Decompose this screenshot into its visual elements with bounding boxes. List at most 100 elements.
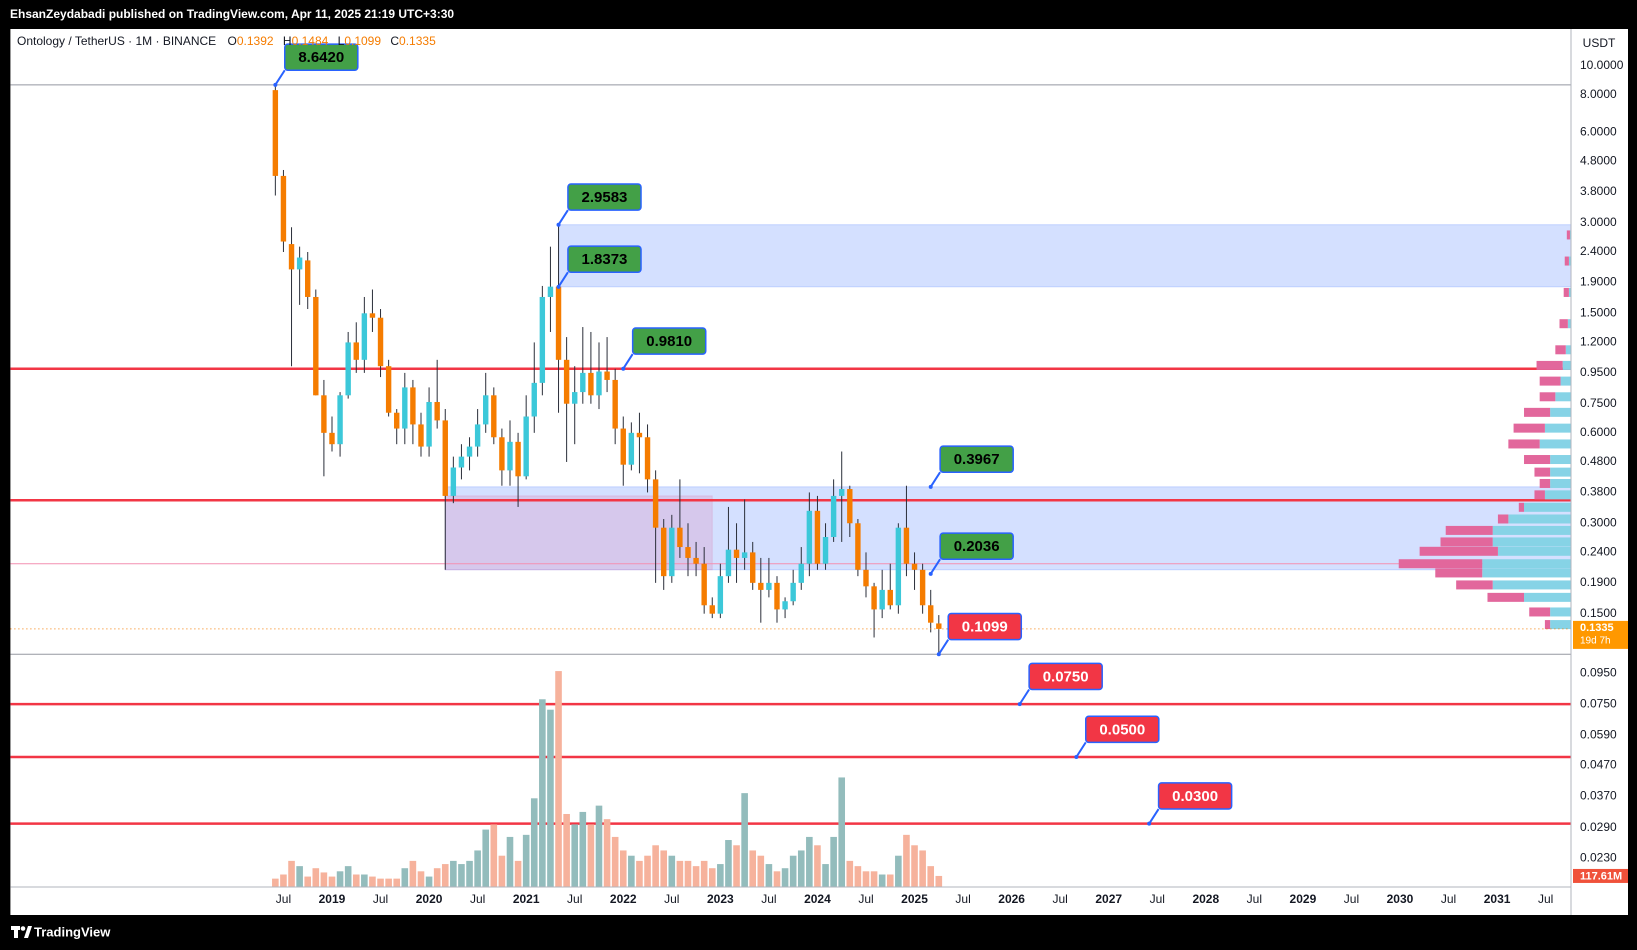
candle-body — [887, 589, 893, 606]
x-tick-label: 2028 — [1192, 892, 1219, 906]
y-tick-label: 0.0290 — [1580, 820, 1617, 834]
profile-up — [1567, 319, 1571, 329]
volume-bar — [474, 850, 481, 887]
candle-body — [296, 257, 303, 270]
volume-bar — [563, 813, 570, 887]
currency-label: USDT — [1583, 36, 1616, 50]
volume-bar — [757, 855, 765, 887]
candle-body — [394, 412, 400, 429]
callout-label: 0.2036 — [954, 538, 1000, 555]
volume-badge — [1573, 868, 1628, 883]
candle-body — [725, 549, 732, 577]
logo-part — [20, 926, 26, 931]
candle-body — [847, 489, 853, 524]
x-tick-label: Jul — [1538, 892, 1553, 906]
volume-bar — [870, 871, 878, 887]
x-tick-label: 2031 — [1484, 892, 1511, 906]
volume-bar — [846, 860, 854, 887]
candle-body — [572, 392, 578, 404]
candle-body — [636, 432, 643, 438]
volume-bar — [304, 876, 312, 887]
callout-pointer — [1148, 808, 1160, 825]
x-tick-label: 2029 — [1290, 892, 1317, 906]
profile-up — [1492, 580, 1571, 590]
ohlc-letter: H — [283, 34, 292, 48]
candle-body — [644, 437, 651, 480]
profile-up — [1562, 360, 1571, 370]
candle-body — [895, 527, 902, 606]
candle-body — [321, 395, 327, 433]
profile-up — [1550, 478, 1571, 488]
callout-label: 8.6420 — [298, 49, 344, 66]
callout-anchor — [1074, 755, 1079, 760]
profile-up — [1539, 439, 1571, 449]
callout-box — [1157, 782, 1233, 810]
y-tick-label: 0.1900 — [1580, 575, 1617, 589]
zone — [558, 224, 1571, 288]
profile-down — [1398, 559, 1483, 569]
callout-pointer — [557, 209, 569, 226]
profile-down — [1566, 230, 1570, 240]
candle-body — [523, 416, 529, 477]
volume-bar — [628, 855, 635, 887]
volume-bar — [911, 845, 918, 887]
x-tick-label: Jul — [276, 892, 291, 906]
x-tick-label: Jul — [1150, 892, 1165, 906]
countdown-label: 19d 7h — [1580, 636, 1611, 647]
callout-anchor — [928, 571, 933, 576]
ohlc-value: 0.1335 — [399, 34, 436, 48]
callout-box — [947, 612, 1023, 641]
candle-body — [701, 563, 707, 606]
logo-part — [24, 926, 32, 938]
x-tick-label: Jul — [567, 892, 582, 906]
profile-down — [1508, 439, 1540, 449]
volume-bar — [660, 850, 668, 887]
ohlc-letter: C — [390, 34, 399, 48]
profile-down — [1497, 514, 1509, 524]
zone — [444, 495, 713, 571]
x-tick-label: 2020 — [416, 892, 443, 906]
x-tick-label: Jul — [470, 892, 485, 906]
callout-label: 2.9583 — [582, 189, 628, 206]
profile-up — [1544, 423, 1571, 433]
candle-body — [313, 296, 319, 396]
volume-bar — [733, 845, 740, 887]
candle-body — [450, 467, 457, 496]
x-tick-label: Jul — [373, 892, 388, 906]
callout-pointer — [929, 471, 941, 488]
candle-body — [928, 605, 934, 623]
volume-bar — [506, 836, 514, 887]
volume-bar — [482, 829, 490, 887]
candle-body — [539, 296, 546, 383]
x-tick-label: Jul — [761, 892, 776, 906]
volume-bar — [587, 824, 595, 887]
volume-bar — [668, 855, 676, 887]
profile-up — [1492, 525, 1571, 535]
candle-body — [798, 563, 804, 583]
candle-body — [774, 582, 780, 610]
volume-bar — [806, 836, 813, 887]
profile-down — [1539, 376, 1561, 386]
callout-pointer — [937, 639, 950, 655]
candle-body — [855, 523, 861, 570]
y-tick-label: 3.8000 — [1580, 184, 1617, 198]
y-tick-label: 0.0590 — [1580, 728, 1617, 742]
y-tick-label: 2.4000 — [1580, 244, 1617, 258]
candle-body — [863, 569, 869, 587]
candle-body — [919, 569, 926, 606]
candle-body — [588, 372, 594, 396]
candle-body — [879, 589, 885, 610]
profile-down — [1487, 592, 1525, 602]
profile-up — [1497, 546, 1571, 556]
volume-bar — [579, 811, 587, 887]
x-tick-label: 2023 — [707, 892, 734, 906]
candle-body — [402, 387, 408, 429]
y-tick-label: 0.9500 — [1580, 365, 1617, 379]
callout-anchor — [556, 284, 561, 289]
profile-up — [1544, 490, 1571, 500]
candle-body — [628, 432, 635, 465]
candle-body — [426, 402, 432, 447]
volume-bar — [361, 874, 368, 887]
symbol-title: Ontology / TetherUS · 1M · BINANCE — [17, 34, 216, 48]
price-badge-label: 0.1335 — [1580, 622, 1614, 634]
